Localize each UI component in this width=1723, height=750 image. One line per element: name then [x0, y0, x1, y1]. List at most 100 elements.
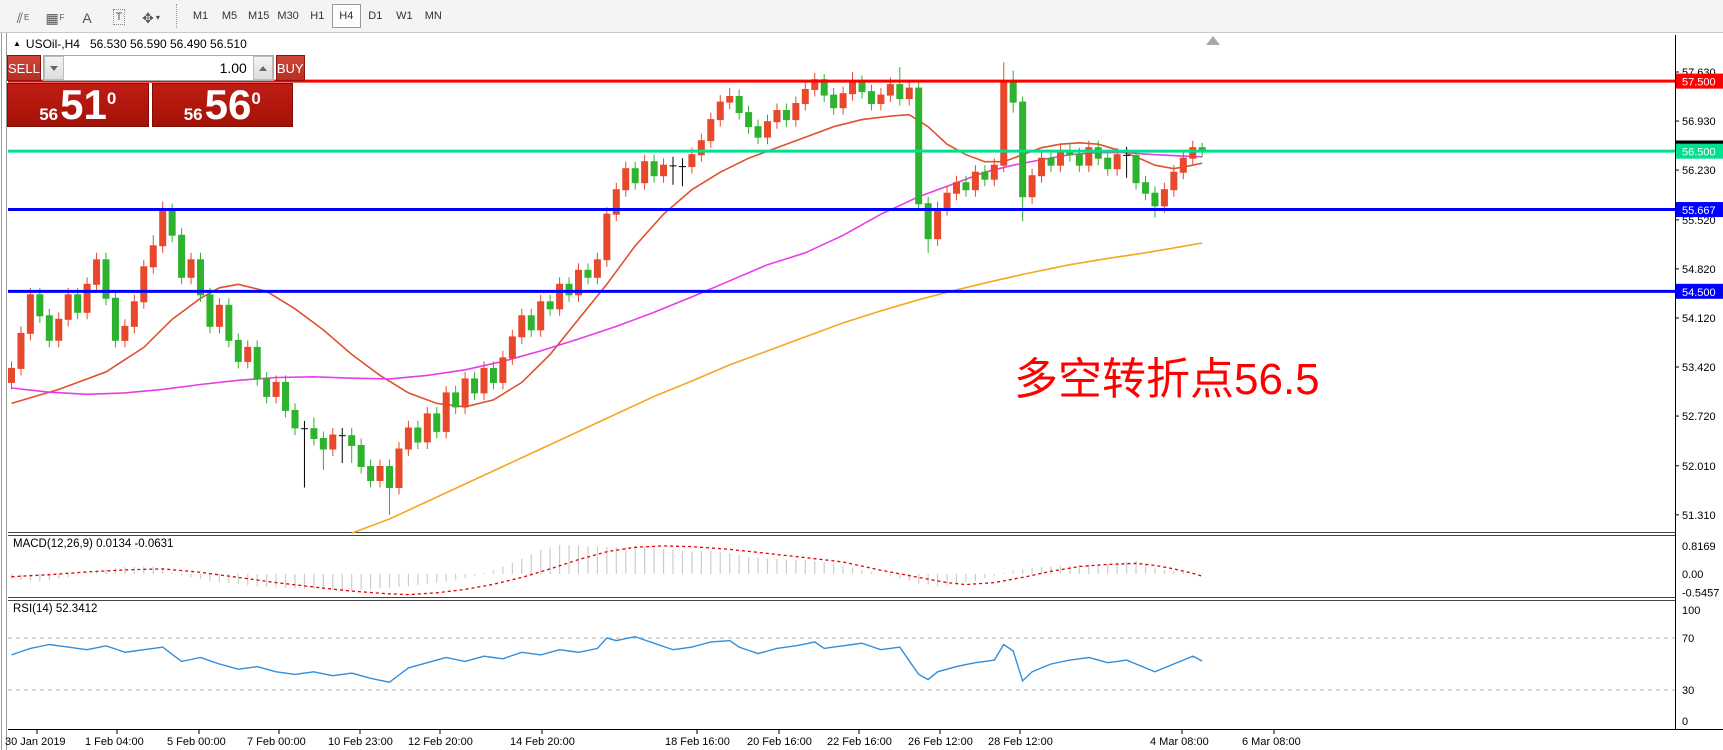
- timeframe-button-m15[interactable]: M15: [248, 10, 270, 22]
- candle: [149, 235, 157, 274]
- ohlc-info-line: ▲ USOil-,H4 56.530 56.590 56.490 56.510: [13, 37, 247, 51]
- price-chart-canvas[interactable]: 57.63056.93056.23055.52054.82054.12053.4…: [0, 33, 1723, 750]
- candle: [1160, 182, 1168, 213]
- candle: [461, 371, 469, 414]
- candle: [1038, 151, 1046, 183]
- bid-price-box[interactable]: 56 51 0: [7, 83, 149, 127]
- candle: [395, 442, 403, 495]
- candle: [102, 252, 110, 306]
- arrows-tool-icon[interactable]: ✥ ▾: [142, 10, 160, 26]
- candle: [905, 81, 913, 106]
- ask-sup-digit: 0: [251, 89, 261, 108]
- candle: [310, 417, 318, 446]
- candle: [707, 112, 715, 148]
- candle: [197, 252, 204, 302]
- candle: [915, 82, 923, 211]
- volume-decrease-button[interactable]: [43, 56, 64, 80]
- candle: [1056, 144, 1064, 173]
- ask-main-digits: 56: [204, 81, 252, 128]
- ask-prefix: 56: [183, 105, 203, 124]
- toolbar-separator: [176, 4, 178, 28]
- volume-increase-button[interactable]: [252, 56, 273, 80]
- candle: [565, 277, 573, 302]
- candle: [130, 294, 138, 334]
- candle: [801, 82, 809, 111]
- rsi-axis-label: 0: [1682, 716, 1688, 728]
- bid-sup-digit: 0: [106, 89, 117, 108]
- candle: [678, 158, 686, 187]
- candle: [319, 431, 327, 470]
- price-tick-label: 54.820: [1682, 264, 1716, 276]
- candle: [811, 72, 819, 97]
- time-axis-label: 20 Feb 16:00: [747, 736, 812, 748]
- text-box-tool-icon[interactable]: T: [104, 3, 134, 29]
- chart-window[interactable]: 57.630 56.930 56.230 55.520 54.820 54.120 53.4…: [0, 33, 1723, 750]
- price-tick-label: 54.120: [1682, 313, 1716, 325]
- candle: [263, 371, 271, 404]
- chart-shift-icon[interactable]: [1206, 36, 1220, 45]
- timeframe-button-h4[interactable]: H4: [331, 4, 361, 28]
- price-level-badge: [1676, 202, 1723, 218]
- candle: [367, 459, 375, 488]
- candle: [716, 95, 724, 127]
- candle: [480, 361, 488, 400]
- ma-slow-line: [351, 242, 1203, 534]
- time-axis-label: 6 Mar 08:00: [1242, 736, 1301, 748]
- candle: [660, 158, 668, 183]
- timeframe-button-mn[interactable]: MN: [424, 10, 442, 22]
- candle: [726, 88, 734, 110]
- price-tick-label: 55.520: [1682, 215, 1716, 227]
- candle: [650, 154, 658, 183]
- candle: [924, 196, 932, 253]
- candle: [26, 287, 34, 341]
- fibonacci-retracement-tool-icon[interactable]: ▦ F: [45, 10, 65, 26]
- timeframe-button-m30[interactable]: M30: [277, 10, 299, 22]
- candle: [111, 291, 119, 348]
- candle: [792, 96, 800, 127]
- candle: [1009, 70, 1017, 113]
- collapse-panel-icon[interactable]: ▲: [13, 39, 21, 48]
- candle: [877, 88, 885, 111]
- rsi-indicator-label: RSI(14) 52.3412: [13, 603, 98, 615]
- price-level-badge-text: 56.500: [1682, 147, 1716, 159]
- candle: [971, 165, 979, 197]
- price-tick-label: 52.720: [1682, 411, 1716, 423]
- buy-button[interactable]: BUY: [275, 55, 305, 81]
- candle: [1066, 144, 1074, 162]
- drawing-tools-group: ⫽ E ▦ F A T ✥ ▾: [6, 3, 166, 29]
- timeframe-button-m5[interactable]: M5: [221, 10, 238, 22]
- candle: [849, 72, 857, 101]
- bid-main-digits: 51: [60, 81, 107, 128]
- candle: [499, 350, 507, 390]
- candle: [546, 294, 554, 316]
- candle: [1047, 151, 1055, 173]
- timeframe-button-w1[interactable]: W1: [396, 10, 413, 22]
- timeframe-button-h1[interactable]: H1: [310, 10, 325, 22]
- candle: [206, 287, 214, 334]
- candle: [55, 312, 63, 348]
- candle: [631, 161, 639, 190]
- candle: [471, 371, 479, 400]
- symbol-period-label: USOil-,H4: [25, 37, 80, 51]
- candle: [442, 385, 450, 439]
- ask-price-box[interactable]: 56 56 0: [151, 81, 293, 128]
- rsi-axis-label: 100: [1682, 605, 1700, 617]
- candle: [300, 420, 308, 488]
- timeframe-button-m1[interactable]: M1: [192, 10, 209, 22]
- candle: [575, 263, 582, 302]
- equidistant-channel-tool-icon[interactable]: ⫽ E: [16, 10, 30, 26]
- candle: [244, 340, 252, 369]
- rsi-axis-label: 30: [1682, 685, 1694, 697]
- text-label-tool-icon[interactable]: A: [82, 10, 92, 26]
- price-level-badge-text: 55.667: [1682, 205, 1716, 217]
- timeframe-button-d1[interactable]: D1: [368, 10, 383, 22]
- candle: [527, 308, 535, 337]
- candle: [858, 75, 866, 99]
- candle: [93, 252, 101, 292]
- sell-button[interactable]: SELL: [7, 55, 41, 81]
- price-tick-label: 53.420: [1682, 362, 1716, 374]
- candle: [537, 294, 545, 337]
- volume-input[interactable]: [63, 56, 253, 80]
- candle: [603, 207, 611, 267]
